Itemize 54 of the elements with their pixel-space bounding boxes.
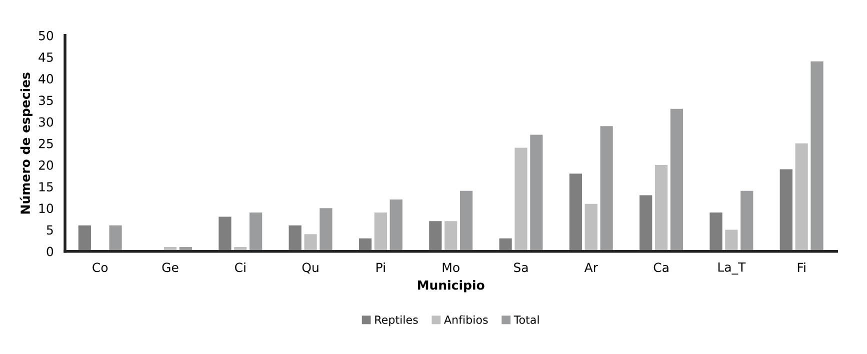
y-tick-label: 15 (39, 182, 53, 192)
bar (288, 225, 302, 252)
bar (250, 212, 262, 252)
x-tick-label: Mo (442, 262, 460, 272)
bar (320, 208, 332, 252)
x-tick-label: La_T (718, 262, 746, 275)
legend-label: Total (514, 315, 539, 324)
bar (499, 238, 512, 252)
y-tick-label: 10 (39, 204, 54, 214)
y-tick-label: 45 (38, 52, 53, 62)
bar (569, 174, 582, 252)
x-tick-label: Ge (162, 262, 178, 272)
x-axis-title: Municipio (418, 280, 484, 292)
bar (584, 204, 598, 252)
bar (725, 230, 738, 252)
x-tick-label: Co (92, 262, 108, 272)
bar (780, 169, 792, 252)
bar (304, 234, 317, 252)
y-tick-label: 35 (38, 96, 53, 106)
x-tick-label: Ci (234, 262, 246, 272)
legend-label: Anfibios (444, 315, 488, 324)
bar (640, 195, 652, 252)
x-tick-label: Sa (514, 262, 528, 272)
bar (670, 108, 684, 252)
bar (390, 200, 402, 252)
x-tick-label: Ar (584, 262, 598, 272)
y-tick-label: 25 (38, 138, 53, 148)
y-tick-label: 50 (38, 30, 54, 40)
x-tick-label: Ca (654, 262, 668, 272)
bar (740, 190, 754, 252)
x-tick-label: Fi (798, 262, 806, 272)
y-tick-label: 40 (38, 74, 54, 84)
x-tick-label: Qu (302, 262, 318, 274)
bar (374, 212, 388, 252)
bar (460, 190, 473, 252)
bar (109, 225, 122, 252)
y-tick-label: 5 (46, 225, 53, 235)
bar (600, 126, 613, 252)
bar (710, 212, 722, 252)
bar (795, 143, 808, 252)
bar (429, 221, 442, 252)
bar (444, 221, 458, 252)
bar (810, 61, 824, 252)
bar (514, 148, 528, 252)
bar (530, 134, 543, 252)
y-tick-label: 30 (38, 117, 54, 127)
y-tick-label: 20 (38, 160, 54, 170)
x-tick-label: Pi (376, 262, 385, 272)
bar (78, 225, 91, 252)
bar (218, 216, 232, 252)
y-axis-title: Número de especies (20, 72, 32, 214)
y-tick-label: 0 (46, 246, 54, 256)
legend-label: Reptiles (375, 315, 418, 326)
bar (654, 164, 668, 252)
